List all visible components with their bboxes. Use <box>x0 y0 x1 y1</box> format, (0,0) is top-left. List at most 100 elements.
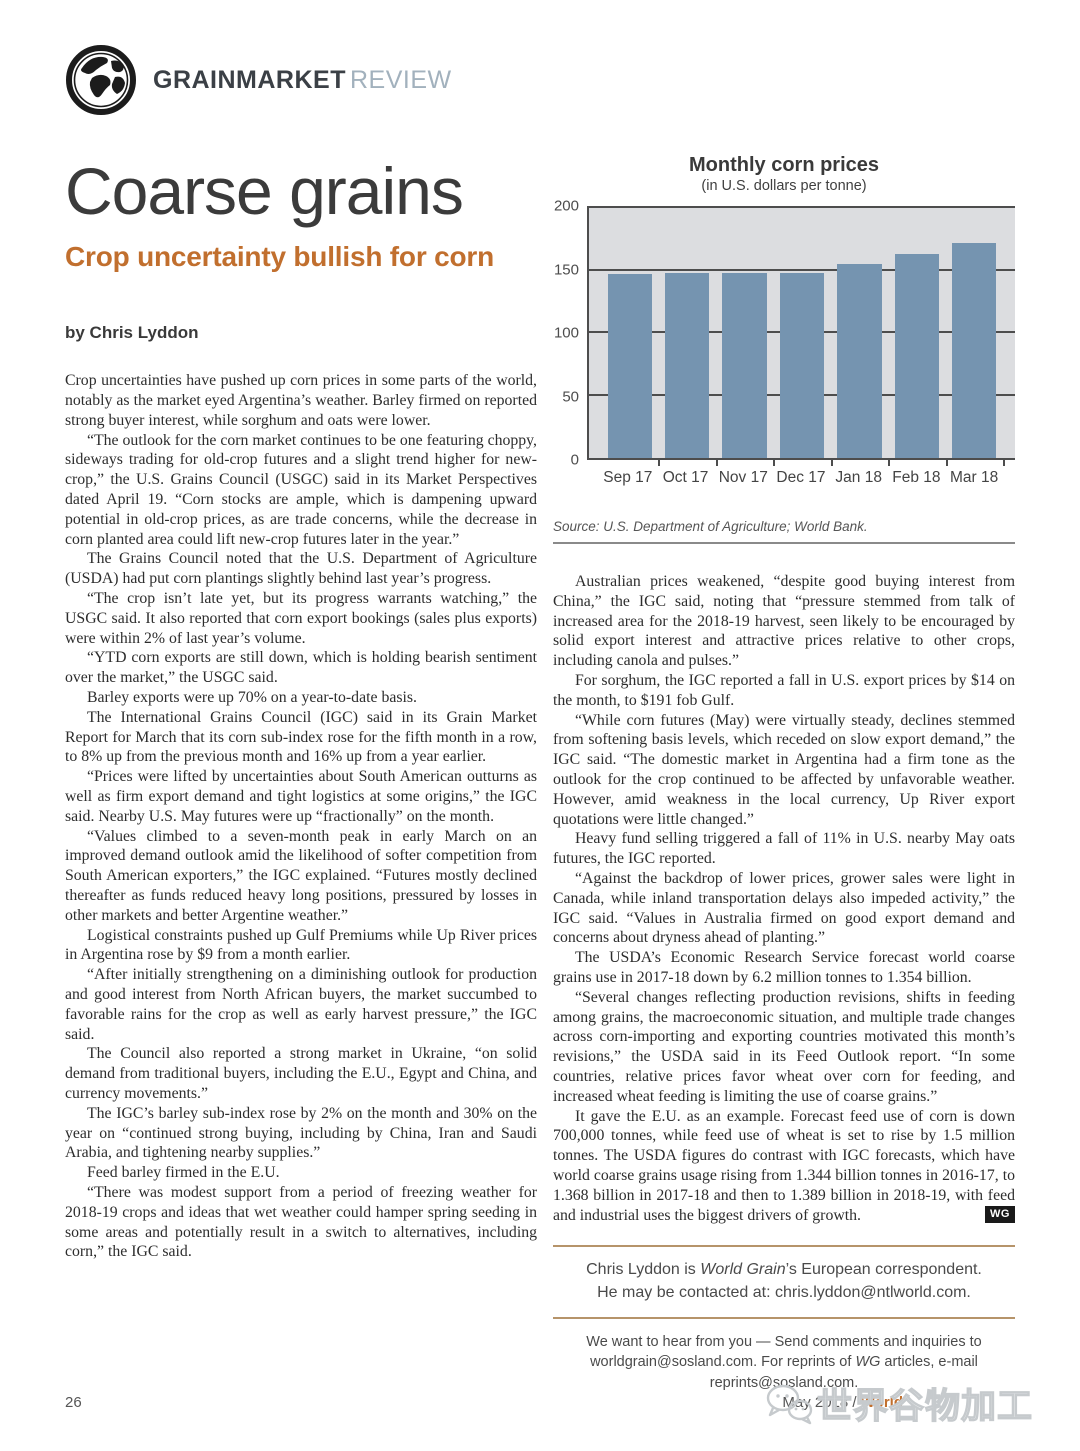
x-axis-tick <box>658 459 661 466</box>
wg-end-badge: WG <box>985 1206 1015 1224</box>
chart-source: Source: U.S. Department of Agriculture; … <box>553 519 868 534</box>
paragraph: The Grains Council noted that the U.S. D… <box>65 550 537 588</box>
paragraph: “The outlook for the corn market continu… <box>65 431 537 548</box>
x-axis-label: Nov 17 <box>718 469 768 486</box>
paragraph: The USDA’s Economic Research Service for… <box>553 949 1015 986</box>
paragraph: For sorghum, the IGC reported a fall in … <box>553 671 1015 709</box>
paragraph: It gave the E.U. as an example. Forecast… <box>553 1107 1015 1224</box>
feedback-note: We want to hear from you — Send comments… <box>553 1332 1015 1393</box>
correspondent-line-2: He may be contacted at: chris.lyddon@ntl… <box>597 1283 971 1301</box>
paragraph: Logistical constraints pushed up Gulf Pr… <box>65 926 537 964</box>
paragraph: Feed barley firmed in the E.U. <box>87 1164 280 1182</box>
corn-price-chart: Monthly corn prices (in U.S. dollars per… <box>553 154 1015 544</box>
byline: by Chris Lyddon <box>65 323 199 343</box>
wechat-icon <box>766 1384 813 1424</box>
bar-sep-17 <box>607 274 652 458</box>
correspondent-line-1: Chris Lyddon is World Grain’s European c… <box>553 1259 1015 1281</box>
y-axis-tick-label: 50 <box>562 388 579 405</box>
y-axis: 200 150 100 50 0 <box>553 198 587 469</box>
x-axis-label: Dec 17 <box>776 469 826 486</box>
bar-nov-17 <box>722 273 767 458</box>
bar-cell <box>601 208 658 458</box>
paragraph: “Prices were lifted by uncertainties abo… <box>65 768 537 825</box>
contact-text: ’s European correspondent. <box>785 1261 982 1279</box>
paragraph: “The crop isn’t late yet, but its progre… <box>65 590 537 647</box>
right-column: Monthly corn prices (in U.S. dollars per… <box>553 150 1015 1393</box>
bar-cell <box>658 208 715 458</box>
x-axis-tick <box>945 459 948 466</box>
x-axis-label: Oct 17 <box>662 469 709 486</box>
paragraph: “Against the backdrop of lower prices, g… <box>553 869 1015 947</box>
wg-abbrev: WG <box>855 1354 881 1371</box>
bar-cell <box>716 208 773 458</box>
x-axis-label: Feb 18 <box>892 469 941 486</box>
brand-grainmarket: GRAINMARKET <box>153 65 346 94</box>
masthead: GRAINMARKET REVIEW <box>65 44 1015 116</box>
y-axis-tick-label: 0 <box>570 451 579 469</box>
paragraph: Barley exports were up 70% on a year-to-… <box>87 689 417 707</box>
divider-rule <box>553 542 1015 544</box>
left-column-text: Crop uncertainties have pushed up corn p… <box>65 371 537 1262</box>
feedback-line-2: worldgrain@sosland.com. For reprints of … <box>553 1352 1015 1393</box>
paragraph: Crop uncertainties have pushed up corn p… <box>65 372 537 429</box>
feedback-text: worldgrain@sosland.com. For reprints of <box>590 1354 856 1371</box>
article-columns: Coarse grains Crop uncertainty bullish f… <box>65 150 1015 1393</box>
plot <box>587 206 1015 466</box>
bar-dec-17 <box>779 273 825 458</box>
x-axis-label: Mar 18 <box>950 469 999 486</box>
footer-issue: May 2018 / World <box>782 1394 1015 1411</box>
feedback-text: articles, e-mail reprints@sosland.com. <box>709 1354 978 1391</box>
paragraph: Heavy fund selling triggered a fall of 1… <box>553 830 1015 868</box>
watermark: 世界谷物加工 <box>763 1378 1033 1429</box>
x-axis-label: Jan 18 <box>835 469 882 486</box>
bar-cell <box>946 208 1003 458</box>
x-axis-tick <box>888 459 891 466</box>
x-axis-labels: Sep 17 Oct 17 Nov 17 Dec 17 Jan 18 Feb 18 Mar … <box>553 469 1015 487</box>
feedback-line-1: We want to hear from you — Send comments… <box>586 1334 982 1351</box>
paragraph: “There was modest support from a period … <box>65 1183 537 1261</box>
watermark-text: 世界谷物加工 <box>816 1386 1033 1427</box>
publication-name: World Grain <box>700 1261 786 1279</box>
bar-mar-18 <box>952 243 997 458</box>
y-axis-tick-label: 100 <box>553 324 579 342</box>
page-footer: 26 May 2018 / World 世界谷物加工 <box>65 1384 1033 1428</box>
paragraph: The International Grains Council (IGC) s… <box>65 708 537 766</box>
correspondent-note: Chris Lyddon is World Grain’s European c… <box>553 1245 1015 1320</box>
y-axis-tick-label: 200 <box>553 197 579 215</box>
grid-line <box>589 268 1015 271</box>
publication-brand: GRAINMARKET REVIEW <box>153 66 452 95</box>
chart-plot-area: 200 150 100 50 0 <box>553 198 1015 469</box>
left-column: Coarse grains Crop uncertainty bullish f… <box>65 150 537 1393</box>
right-column-text: Australian prices weakened, “despite goo… <box>553 572 1015 1225</box>
article-subtitle: Crop uncertainty bullish for corn <box>65 241 494 273</box>
x-axis-tick <box>773 459 776 466</box>
paragraph: “Values climbed to a seven-month peak in… <box>65 827 537 924</box>
paragraph: “While corn futures (May) were virtually… <box>553 711 1015 828</box>
bar-oct-17 <box>665 273 710 458</box>
x-axis-tick <box>715 459 718 466</box>
paragraph: The Council also reported a strong marke… <box>65 1045 537 1102</box>
page-number: 26 <box>65 1394 82 1411</box>
paragraph: “After initially strengthening on a dimi… <box>65 966 537 1043</box>
article-title: Coarse grains <box>65 154 464 228</box>
globe-logo-icon <box>66 45 136 115</box>
paragraph: The IGC’s barley sub-index rose by 2% on… <box>65 1104 537 1162</box>
x-axis-tick <box>830 459 833 466</box>
footer-brand: World <box>860 1394 903 1411</box>
paragraph: Australian prices weakened, “despite goo… <box>553 573 1015 670</box>
footer-date: May 2018 / <box>782 1394 861 1411</box>
paragraph: “Several changes reflecting production r… <box>553 988 1015 1105</box>
bars <box>589 208 1015 458</box>
paragraph: “YTD corn exports are still down, which … <box>65 649 537 687</box>
chart-title: Monthly corn prices <box>688 154 880 176</box>
contact-text: Chris Lyddon is <box>586 1261 701 1279</box>
x-axis-tick <box>1003 459 1005 466</box>
bar-cell <box>773 208 830 458</box>
bar-jan-18 <box>837 264 882 458</box>
brand-review: REVIEW <box>350 65 452 94</box>
bar-cell <box>888 208 945 458</box>
chart-subtitle: (in U.S. dollars per tonne) <box>701 178 867 194</box>
bar-feb-18 <box>894 254 939 458</box>
bar-cell <box>831 208 888 458</box>
